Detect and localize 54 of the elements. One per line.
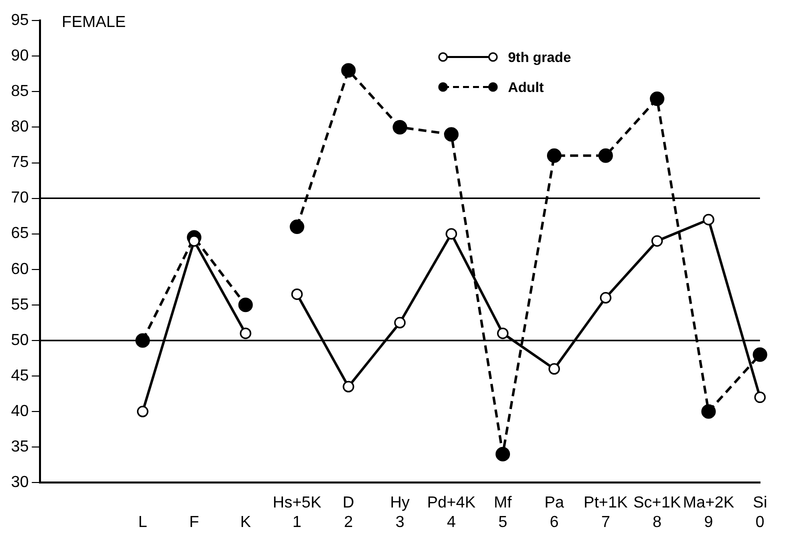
point [496, 446, 510, 462]
x-tick-label: L [138, 514, 148, 531]
point [240, 328, 252, 340]
x-tick-label: F [189, 514, 200, 531]
x-tick-label: Pd+4K 4 [427, 494, 476, 531]
y-tick-label: 55 [11, 296, 29, 314]
point [600, 292, 612, 304]
point [701, 404, 716, 419]
x-tick-label: Hs+5K 1 [272, 494, 322, 531]
y-tick-label: 90 [11, 48, 29, 65]
x-tick-label: Hy 3 [390, 494, 410, 531]
y-tick-label: 60 [11, 260, 29, 278]
point [188, 235, 200, 247]
x-tick-label: Pa 6 [544, 494, 564, 531]
annotation: FEMALE [62, 14, 126, 32]
x-tick-label: Mf 5 [494, 494, 512, 531]
y-tick-label: 95 [11, 12, 29, 30]
point [342, 380, 354, 392]
point [394, 316, 406, 328]
point [548, 363, 560, 375]
point [598, 148, 613, 163]
point [290, 219, 304, 234]
x-tick-label: K [240, 514, 252, 531]
y-tick-label: 65 [11, 225, 29, 242]
point [754, 392, 766, 404]
x-tick-label: Si 0 [752, 494, 768, 531]
y-tick-label: 45 [11, 367, 29, 384]
point [341, 63, 356, 78]
x-tick-label: Pt+1K 7 [584, 494, 628, 531]
legend-label: 9th grade [508, 49, 572, 65]
point [392, 120, 408, 134]
point [136, 406, 148, 418]
point [238, 298, 253, 312]
x-tick-label: D 2 [342, 494, 354, 531]
point [650, 92, 664, 106]
point [702, 214, 714, 226]
y-tick-label: 70 [11, 190, 29, 207]
y-tick-label: 30 [11, 474, 29, 492]
legend-label: Adult [508, 79, 544, 95]
point [752, 347, 768, 362]
y-tick-label: 80 [11, 118, 29, 136]
point [444, 127, 459, 142]
point [651, 235, 663, 247]
y-tick-label: 85 [11, 83, 29, 100]
y-tick-label: 75 [11, 154, 29, 172]
x-tick-label: Sc+1K 8 [633, 494, 682, 531]
x-tick-label: Ma+2K 9 [682, 494, 734, 531]
y-tick-label: 50 [11, 332, 29, 349]
y-tick-label: 40 [11, 402, 29, 420]
y-tick-label: 35 [11, 438, 29, 456]
point [446, 228, 458, 240]
point [546, 148, 562, 163]
point [291, 288, 303, 300]
point [497, 328, 509, 340]
